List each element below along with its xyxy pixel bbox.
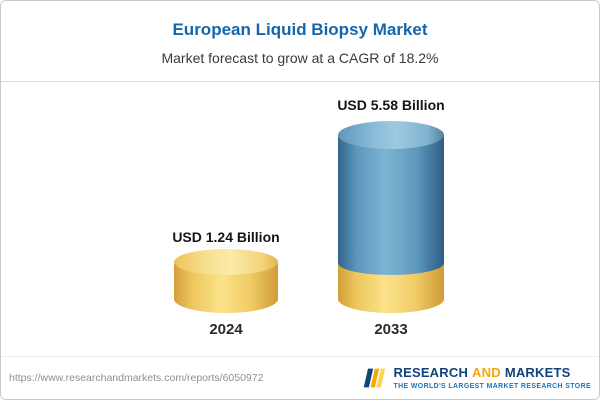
bar-2033-band-curve (338, 251, 444, 275)
logo-word-and: AND (472, 364, 501, 380)
footer: https://www.researchandmarkets.com/repor… (1, 356, 599, 399)
bar-2024-top-ellipse (174, 249, 278, 275)
bar-2033 (338, 121, 444, 313)
value-label-2024: USD 1.24 Billion (172, 229, 280, 245)
logo-word-markets: MARKETS (504, 364, 571, 380)
research-and-markets-logo: RESEARCH AND MARKETS THE WORLD'S LARGEST M… (361, 364, 591, 391)
chart-subtitle: Market forecast to grow at a CAGR of 18.… (161, 50, 439, 66)
bar-2033-body (338, 135, 444, 263)
bar-2033-top-ellipse (338, 121, 444, 149)
chart-title: European Liquid Biopsy Market (172, 20, 428, 39)
logo-text: RESEARCH AND MARKETS THE WORLD'S LARGEST M… (393, 364, 591, 391)
logo-bars-icon (364, 368, 386, 388)
logo-tagline: THE WORLD'S LARGEST MARKET RESEARCH STOR… (393, 382, 591, 390)
value-label-2033: USD 5.58 Billion (337, 97, 445, 113)
bar-2024 (174, 249, 278, 313)
report-url[interactable]: https://www.researchandmarkets.com/repor… (9, 372, 264, 384)
category-label-2024: 2024 (209, 321, 243, 338)
logo-word-research: RESEARCH (393, 364, 469, 380)
header: European Liquid Biopsy Market Market for… (1, 1, 599, 82)
category-label-2033: 2033 (374, 321, 408, 338)
logo-wordmark: RESEARCH AND MARKETS (393, 364, 571, 381)
header-divider (1, 81, 599, 82)
